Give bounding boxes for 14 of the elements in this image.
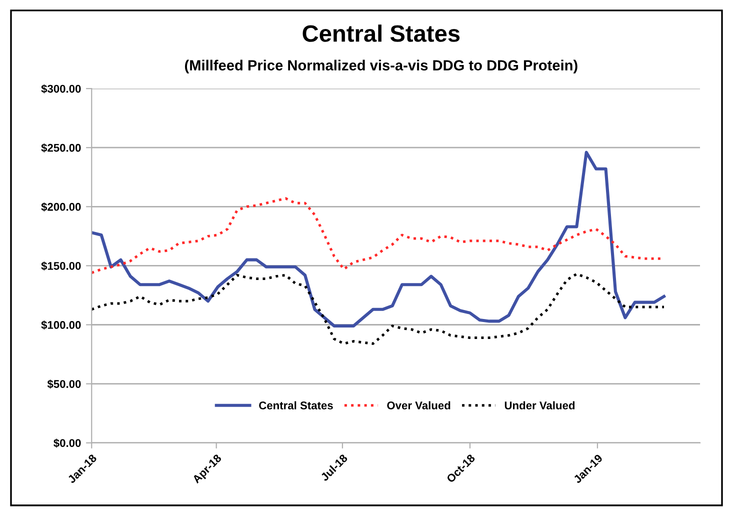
- y-tick-label: $300.00: [41, 84, 81, 94]
- y-tick-label: $250.00: [41, 143, 81, 152]
- legend-label: Central States: [259, 401, 333, 410]
- line-series: [92, 150, 666, 328]
- y-tick-label: $200.00: [41, 202, 81, 212]
- legend-label: Under Valued: [504, 401, 575, 410]
- chart-title: Central States: [302, 24, 460, 42]
- line-series: [92, 272, 666, 345]
- chart-subtitle: (Millfeed Price Normalized vis-a-vis DDG to DDG Protein): [184, 60, 578, 74]
- y-tick-label: $150.00: [41, 261, 81, 271]
- y-tick-label: $0.00: [54, 438, 81, 448]
- y-tick-label: $50.00: [47, 380, 81, 389]
- legend-label: Over Valued: [387, 401, 450, 410]
- y-tick-label: $100.00: [41, 320, 81, 330]
